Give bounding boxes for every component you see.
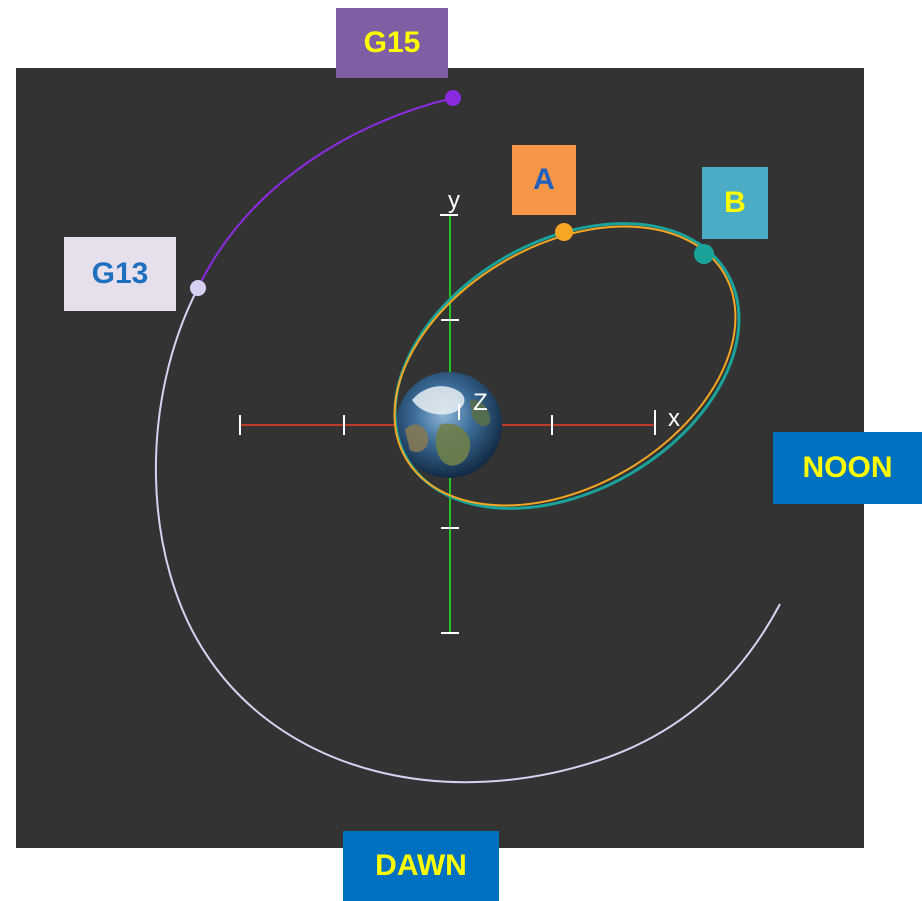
a-label: A: [512, 145, 576, 215]
satellite-g13: [190, 280, 206, 296]
dawn-label-text: DAWN: [375, 849, 467, 883]
g15-label: G15: [336, 8, 448, 78]
g15-label-text: G15: [364, 26, 421, 60]
satellite-b: [694, 244, 714, 264]
noon-label-text: NOON: [803, 451, 893, 485]
a-label-text: A: [533, 163, 555, 197]
x-axis-label: x: [668, 405, 680, 432]
g13-label-text: G13: [92, 257, 149, 291]
satellite-a: [555, 223, 573, 241]
dawn-label: DAWN: [343, 831, 499, 901]
noon-label: NOON: [773, 432, 922, 504]
satellite-g15: [445, 90, 461, 106]
b-label: B: [702, 167, 768, 239]
earth: [396, 372, 502, 478]
g13-label: G13: [64, 237, 176, 311]
y-axis-label: y: [448, 187, 460, 214]
b-label-text: B: [724, 186, 746, 220]
z-axis-label: Z: [473, 389, 488, 416]
